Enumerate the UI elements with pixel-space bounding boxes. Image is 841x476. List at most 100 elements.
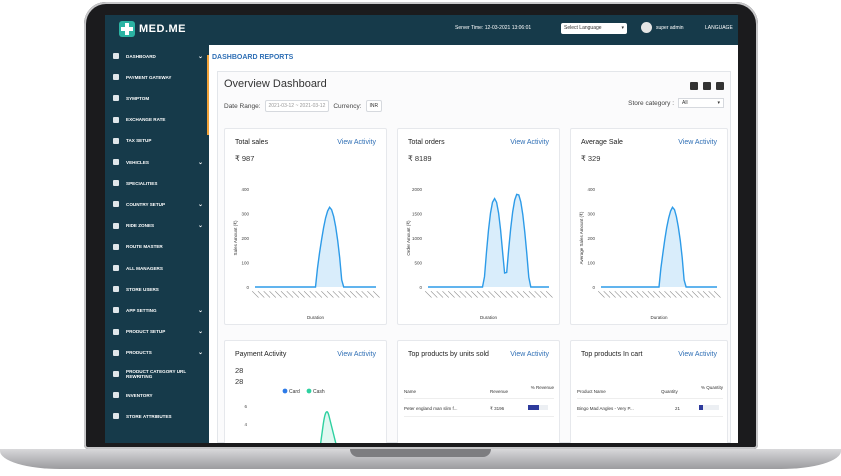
x-tick-label [603,290,611,298]
chevron-down-icon[interactable]: ⌄ [197,159,203,166]
x-tick-label [448,290,455,298]
menu-icon [113,159,119,165]
x-tick-label [355,290,363,298]
sidebar-item-ride-zones[interactable]: RIDE ZONES ⌄ [105,219,209,233]
view-activity-link[interactable]: View Activity [510,351,549,358]
y-tick-label: 1500 [412,212,423,217]
x-tick-label [713,290,721,298]
sidebar-item-label: EXCHANGE RATE [126,117,166,123]
card-value: ₹ 987 [235,154,255,163]
card-title: Average Sale [581,139,623,146]
table-row[interactable]: Bingo Mad Angles - Very P... 21 [577,399,723,417]
chevron-down-icon[interactable]: ⌄ [197,350,203,357]
chevron-down-icon[interactable]: ⌄ [197,307,203,314]
sidebar-item-store-users[interactable]: STORE USERS [105,282,209,296]
sidebar-item-all-managers[interactable]: ALL MANAGERS [105,261,209,275]
y-tick-label: 400 [587,187,595,192]
sidebar-item-vehicles[interactable]: VEHICLES ⌄ [105,155,209,169]
x-tick-label [609,290,616,298]
x-tick-label [686,290,694,298]
store-category-select[interactable]: All [678,98,724,108]
sidebar-item-label: APP SETTING [126,307,157,313]
y-tick-label: 6 [244,404,247,409]
header-pct-quantity: % Quantity [700,385,723,390]
x-tick-label [292,290,300,298]
x-tick-label [653,290,660,298]
x-tick-label [430,290,438,298]
panel-actions [690,82,724,90]
y-axis-label: Order Amount (₹) [406,220,411,256]
view-activity-link[interactable]: View Activity [510,139,549,146]
header-revenue: Revenue [490,389,509,394]
card-title: Payment Activity [235,351,287,358]
table-row[interactable]: Peter england man slim f... ₹ 3196 [404,399,554,417]
y-tick-label: 200 [587,236,595,241]
export-icon[interactable] [716,82,724,90]
sidebar-item-inventory[interactable]: INVENTORY [105,388,209,402]
sidebar-item-payment-gateway[interactable]: PAYMENT GATEWAY [105,70,209,84]
menu-icon [113,222,119,229]
language-menu[interactable]: LANGUAGE [705,25,733,31]
top-cart-card: Top products In cart View Activity Produ… [570,340,728,443]
chevron-down-icon[interactable]: ⌄ [197,223,203,230]
chevron-down-icon[interactable]: ⌄ [197,201,203,208]
menu-icon [113,328,119,335]
date-range-input[interactable]: 2021-03-12 ~ 2021-03-12 [264,100,330,112]
chevron-down-icon[interactable]: ⌄ [197,329,203,336]
menu-icon [113,53,119,59]
date-to: 2021-03-12 [299,103,326,109]
chevron-down-icon[interactable]: ⌄ [197,53,203,60]
currency-select[interactable]: INR [365,100,383,112]
legend-label: Card [289,389,300,395]
sidebar-item-store-attributes[interactable]: STORE ATTRIBUTES [105,409,209,423]
total-sales-card: Total sales View Activity ₹ 987 0 100 200 3… [224,128,387,325]
card-title: Total orders [408,139,445,146]
logo[interactable]: MED.ME [119,21,186,37]
x-tick-label [597,290,605,298]
user-menu[interactable]: super admin [641,22,684,33]
sidebar-item-dashboard[interactable]: DASHBOARD ⌄ [105,49,209,63]
currency-label: Currency: [333,102,362,110]
series-line [255,206,376,288]
home-icon[interactable] [690,82,698,90]
sidebar-item-tax-setup[interactable]: TAX SETUP [105,134,209,148]
view-activity-link[interactable]: View Activity [678,139,717,146]
x-tick-label [476,290,484,298]
sidebar-item-label: DASHBOARD [126,53,156,59]
row-quantity: 21 [675,406,681,411]
sidebar-item-label: PRODUCT SETUP [126,329,166,335]
sidebar-item-product-setup[interactable]: PRODUCT SETUP ⌄ [105,325,209,339]
sidebar-item-label: RIDE ZONES [126,223,155,229]
image-icon[interactable] [703,82,711,90]
sidebar-item-specialities[interactable]: SPECIALITIES [105,176,209,190]
card-value: ₹ 329 [581,154,601,163]
language-select[interactable]: Select Language [561,23,627,34]
sidebar-item-product-category-url-rewriting[interactable]: PRODUCT CATEGORY URL REWRITING [105,367,209,381]
x-tick-label [332,290,340,298]
pct-bar-fill [699,405,703,410]
x-tick-label [471,290,478,298]
sidebar-item-label: TAX SETUP [126,138,152,144]
y-tick-label: 1000 [412,236,423,241]
view-activity-link[interactable]: View Activity [337,351,376,358]
card-value: ₹ 8189 [408,154,432,163]
sidebar: DASHBOARD ⌄ PAYMENT GATEWAY SYMPTOM EXCHANGE… [105,45,209,443]
x-tick-label [642,290,649,298]
total-orders-card: Total orders View Activity ₹ 8189 0 500 10… [397,128,560,325]
sidebar-item-exchange-rate[interactable]: EXCHANGE RATE [105,113,209,127]
sidebar-item-app-setting[interactable]: APP SETTING ⌄ [105,303,209,317]
menu-icon [113,349,119,356]
sidebar-item-route-master[interactable]: ROUTE MASTER [105,240,209,254]
sidebar-item-label: SPECIALITIES [126,180,158,186]
x-tick-label [494,290,501,298]
sidebar-item-products[interactable]: PRODUCTS ⌄ [105,346,209,360]
x-tick-label [528,290,536,298]
sidebar-item-country-setup[interactable]: COUNTRY SETUP ⌄ [105,197,209,211]
sidebar-item-symptom[interactable]: SYMPTOM [105,91,209,105]
x-tick-label [436,290,444,298]
menu-icon [113,137,119,144]
view-activity-link[interactable]: View Activity [337,139,376,146]
view-activity-link[interactable]: View Activity [678,351,717,358]
menu-icon [113,180,119,187]
date-from: 2021-03-12 [268,103,295,109]
